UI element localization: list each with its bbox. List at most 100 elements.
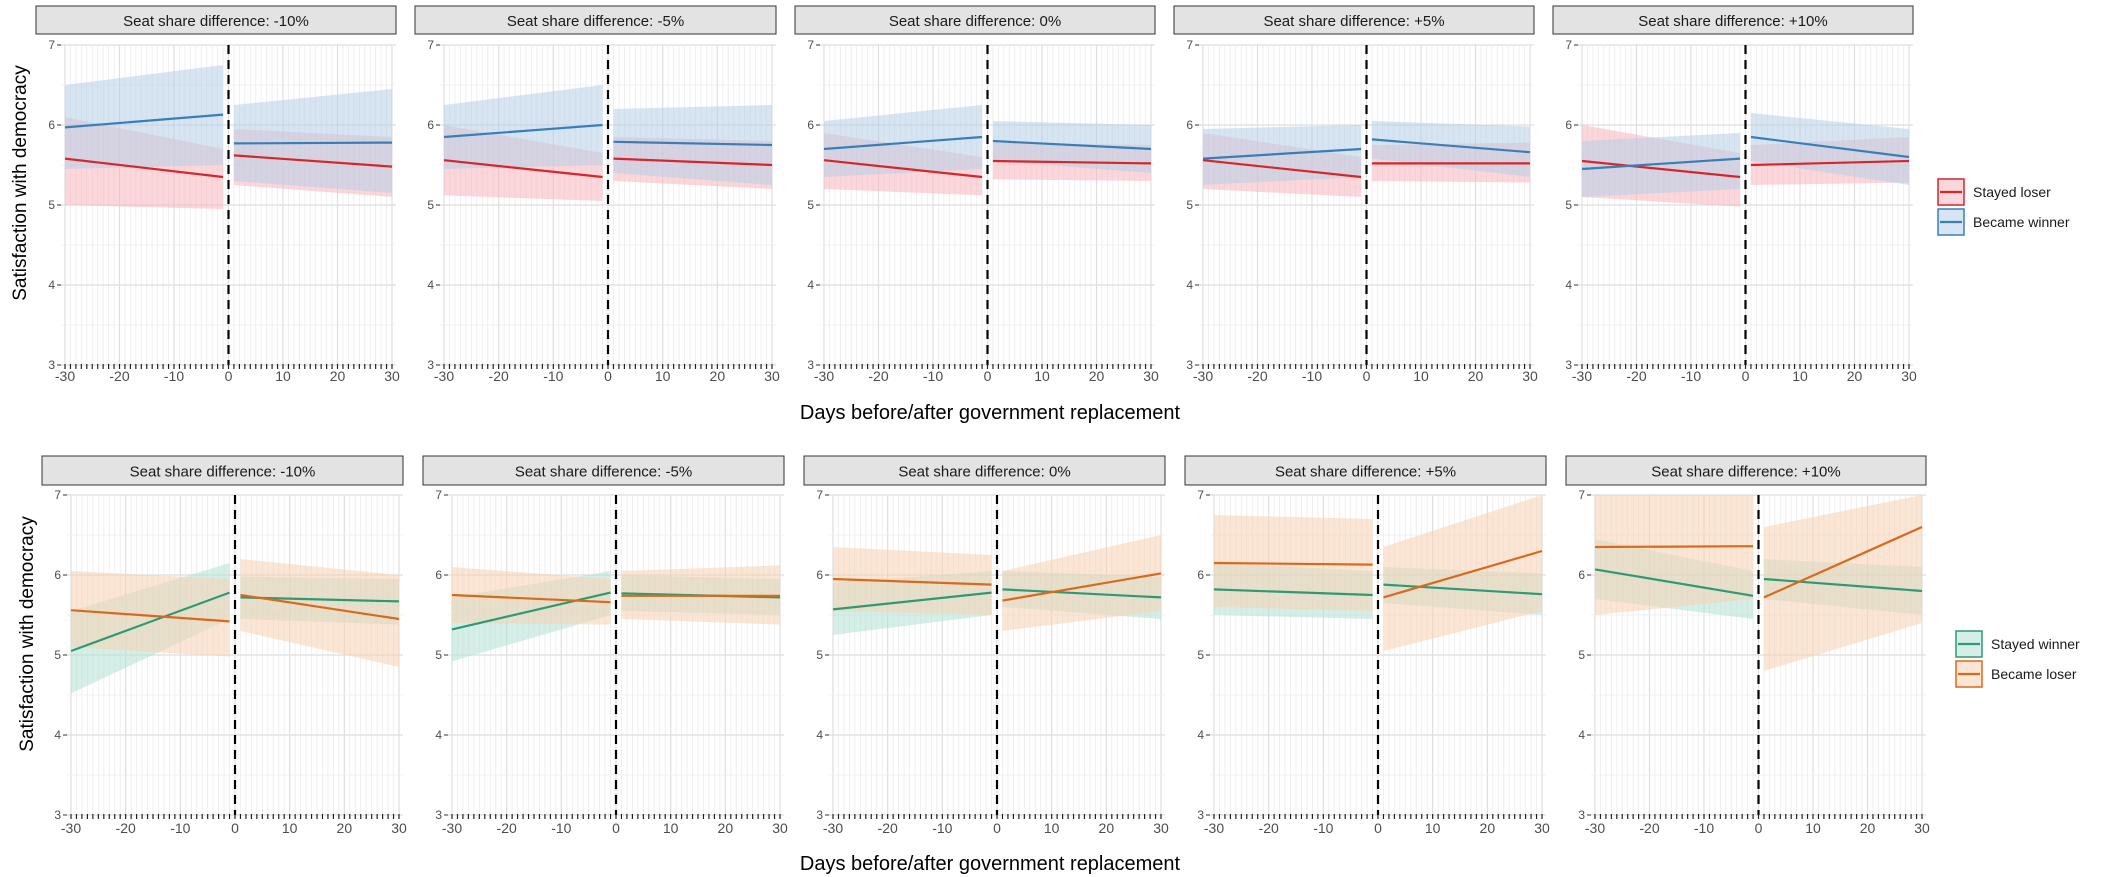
series-line	[451, 591, 611, 631]
series-line	[613, 157, 773, 167]
x-tick-label: -30	[55, 368, 75, 384]
series-line	[1763, 525, 1923, 599]
x-tick-label: -30	[1193, 368, 1213, 384]
x-tick-label: 30	[1153, 820, 1169, 836]
series-line	[451, 593, 611, 604]
facet-strip	[35, 5, 397, 35]
series-line	[1763, 577, 1923, 593]
facet-strip-label: Seat share difference: +5%	[1275, 464, 1456, 481]
series-line	[1383, 549, 1543, 599]
x-tick-label: -10	[1694, 820, 1714, 836]
y-tick-label: 3	[1186, 358, 1193, 372]
facet-strip-label: Seat share difference: +5%	[1263, 13, 1444, 30]
confidence-band	[1763, 495, 1922, 671]
x-tick-label: 30	[1522, 368, 1538, 384]
x-tick-label: 20	[1099, 820, 1115, 836]
x-tick-label: -30	[442, 820, 462, 836]
y-tick-label: 3	[1578, 808, 1585, 822]
x-tick-label: 10	[1792, 368, 1808, 384]
x-tick-label: 0	[1755, 820, 1763, 836]
facet-panel: Seat share difference: +10% 3 4 5 6 7 -30 -20 -1…	[1565, 455, 1930, 836]
series-line	[1594, 568, 1754, 597]
x-tick-label: -20	[1639, 820, 1659, 836]
y-tick-label: 6	[435, 568, 442, 582]
x-tick-label: 10	[663, 820, 679, 836]
facet-strip	[1565, 455, 1927, 486]
x-tick-label: 0	[225, 368, 233, 384]
confidence-band	[452, 567, 611, 625]
series-line	[992, 139, 1152, 151]
x-tick-label: -30	[823, 820, 843, 836]
series-line	[1581, 159, 1741, 179]
x-tick-label: 20	[718, 820, 734, 836]
series-line	[832, 577, 992, 586]
x-tick-label: 10	[1805, 820, 1821, 836]
x-tick-label: -30	[434, 368, 454, 384]
legend: Stayed loser Became winner	[1937, 178, 2070, 236]
y-tick-label: 7	[435, 488, 442, 502]
facet-panel: Seat share difference: -10% 3 4 5 6 7 -30 -20 -1…	[41, 455, 407, 836]
x-tick-label: 20	[330, 368, 346, 384]
x-tick-label: 20	[1847, 368, 1863, 384]
series-line	[233, 154, 393, 168]
y-tick-label: 5	[435, 648, 442, 662]
y-tick-label: 6	[816, 568, 823, 582]
y-tick-label: 3	[435, 808, 442, 822]
confidence-band	[1002, 535, 1161, 631]
confidence-band	[71, 571, 230, 657]
x-tick-label: 10	[655, 368, 671, 384]
y-tick-label: 5	[816, 648, 823, 662]
facet-panel: Seat share difference: +10% 3 4 5 6 7 -30 -20 -1…	[1552, 5, 1917, 384]
facet-strip	[794, 5, 1156, 35]
confidence-band	[1582, 133, 1741, 197]
y-tick-label: 7	[1578, 488, 1585, 502]
series-line	[992, 159, 1152, 165]
y-tick-label: 5	[427, 198, 434, 212]
y-axis-label-top: Satisfaction with democracy	[10, 65, 31, 301]
x-tick-label: 30	[1914, 820, 1930, 836]
legend-label: Stayed winner	[1991, 636, 2080, 652]
y-tick-label: 7	[48, 38, 55, 52]
series-line	[443, 159, 603, 179]
y-tick-label: 5	[54, 648, 61, 662]
x-axis-label-top: Days before/after government replacement	[800, 402, 1181, 424]
x-tick-label: 20	[1480, 820, 1496, 836]
x-tick-label: -20	[116, 820, 136, 836]
series-line	[1750, 135, 1910, 159]
facet-panel: Seat share difference: 0% 3 4 5 6 7 -30 -20 -10 0…	[803, 455, 1169, 836]
y-tick-label: 4	[435, 728, 442, 742]
series-line	[1202, 147, 1362, 160]
facet-panel: Seat share difference: -5% 3 4 5 6 7 -30 -20 -10…	[414, 5, 780, 384]
y-tick-label: 7	[1197, 488, 1204, 502]
series-line	[64, 157, 224, 179]
facet-panel: Seat share difference: 0% 3 4 5 6 7 -30 -20 -10 0…	[794, 5, 1159, 384]
y-tick-label: 4	[807, 278, 814, 292]
x-tick-label: -10	[543, 368, 563, 384]
y-tick-label: 3	[807, 358, 814, 372]
y-tick-label: 3	[427, 358, 434, 372]
facet-strip	[41, 455, 404, 486]
series-line	[1581, 157, 1741, 171]
x-tick-label: -20	[1247, 368, 1267, 384]
confidence-band	[1595, 495, 1754, 615]
y-tick-label: 7	[1565, 38, 1572, 52]
x-tick-label: -30	[1572, 368, 1592, 384]
facet-strip	[1173, 5, 1535, 35]
facet-panel: Seat share difference: +5% 3 4 5 6 7 -30 -20 -10…	[1184, 455, 1550, 836]
y-tick-label: 5	[1197, 648, 1204, 662]
y-tick-label: 3	[816, 808, 823, 822]
x-tick-label: 10	[1044, 820, 1060, 836]
y-tick-label: 5	[1186, 198, 1193, 212]
y-tick-label: 7	[807, 38, 814, 52]
x-tick-label: -20	[1626, 368, 1646, 384]
facet-strip	[422, 455, 785, 486]
x-tick-label: 0	[1363, 368, 1371, 384]
y-tick-label: 4	[48, 278, 55, 292]
facet-strip	[1552, 5, 1914, 35]
x-tick-label: 0	[993, 820, 1001, 836]
legend-label: Stayed loser	[1973, 184, 2051, 200]
y-tick-label: 5	[1565, 198, 1572, 212]
y-tick-label: 6	[48, 118, 55, 132]
x-tick-label: 30	[1143, 368, 1159, 384]
